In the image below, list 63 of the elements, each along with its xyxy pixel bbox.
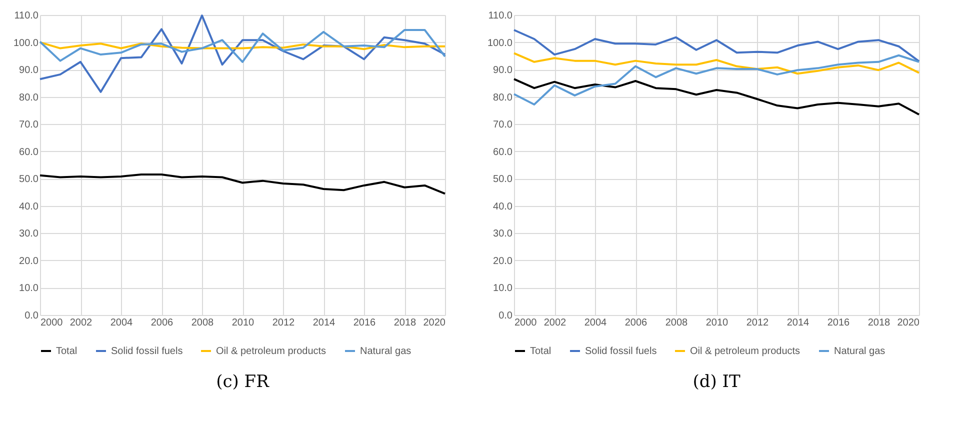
x-tick-label: 2002 bbox=[70, 318, 93, 328]
line-series bbox=[513, 54, 920, 106]
x-tick-label: 2012 bbox=[746, 318, 770, 328]
x-tick-label: 2010 bbox=[232, 318, 255, 328]
legend-label: Total bbox=[56, 346, 78, 357]
x-tick-label: 2008 bbox=[665, 318, 688, 328]
y-tick-label: 70.0 bbox=[493, 120, 513, 131]
y-tick-label: 50.0 bbox=[19, 174, 39, 186]
y-tick-label: 40.0 bbox=[19, 201, 39, 212]
x-tick-label: 2016 bbox=[353, 318, 376, 328]
x-tick-label: 2018 bbox=[868, 318, 891, 328]
x-tick-label: 2000 bbox=[40, 318, 64, 328]
y-tick-label: 10.0 bbox=[19, 283, 39, 294]
line-series bbox=[39, 41, 446, 50]
line-series bbox=[39, 29, 446, 63]
x-tick-label: 2000 bbox=[514, 318, 538, 328]
x-tick-label: 2004 bbox=[110, 318, 134, 328]
x-tick-label: 2018 bbox=[394, 318, 417, 328]
y-tick-label: 110.0 bbox=[488, 10, 513, 22]
x-tick-label: 2012 bbox=[272, 318, 296, 328]
line-series bbox=[39, 174, 446, 195]
text: (d) IT bbox=[692, 372, 741, 392]
y-tick-label: 0.0 bbox=[24, 310, 39, 322]
y-tick-label: 10.0 bbox=[493, 283, 513, 294]
legend-label: Oil & petroleum products bbox=[690, 346, 800, 357]
x-tick-label: 2008 bbox=[191, 318, 214, 328]
x-tick-label: 2002 bbox=[544, 318, 567, 328]
y-tick-label: 20.0 bbox=[19, 256, 39, 267]
x-tick-label: 2020 bbox=[423, 318, 446, 328]
y-tick-label: 50.0 bbox=[493, 174, 513, 186]
y-tick-label: 60.0 bbox=[19, 146, 39, 158]
x-tick-label: 2010 bbox=[706, 318, 729, 328]
line-series bbox=[513, 29, 920, 62]
y-tick-label: 20.0 bbox=[493, 256, 513, 267]
y-tick-label: 100.0 bbox=[487, 38, 513, 49]
legend-label: Oil & petroleum products bbox=[216, 346, 326, 357]
legend-label: Solid fossil fuels bbox=[585, 346, 657, 357]
y-tick-label: 30.0 bbox=[19, 228, 39, 240]
text: (c) FR bbox=[216, 372, 270, 392]
x-tick-label: 2006 bbox=[624, 318, 648, 328]
legend-label: Solid fossil fuels bbox=[111, 346, 183, 357]
y-tick-label: 30.0 bbox=[493, 228, 513, 240]
y-tick-label: 80.0 bbox=[19, 92, 39, 104]
y-tick-label: 40.0 bbox=[493, 201, 513, 212]
x-tick-label: 2020 bbox=[897, 318, 920, 328]
y-tick-label: 90.0 bbox=[19, 65, 39, 76]
y-tick-label: 110.0 bbox=[14, 10, 39, 22]
y-tick-label: 90.0 bbox=[493, 65, 513, 76]
x-tick-label: 2014 bbox=[312, 318, 336, 328]
y-tick-label: 70.0 bbox=[19, 120, 39, 131]
line-series bbox=[513, 78, 920, 116]
x-tick-label: 2014 bbox=[786, 318, 810, 328]
y-tick-label: 0.0 bbox=[498, 310, 513, 322]
y-tick-label: 60.0 bbox=[493, 146, 513, 158]
x-tick-label: 2004 bbox=[584, 318, 608, 328]
x-tick-label: 2016 bbox=[827, 318, 850, 328]
legend-label: Natural gas bbox=[360, 346, 412, 357]
legend-label: Total bbox=[530, 346, 552, 357]
legend-label: Natural gas bbox=[834, 346, 886, 357]
y-tick-label: 100.0 bbox=[13, 38, 39, 49]
x-tick-label: 2006 bbox=[150, 318, 174, 328]
y-tick-label: 80.0 bbox=[493, 92, 513, 104]
line-series bbox=[513, 52, 920, 75]
